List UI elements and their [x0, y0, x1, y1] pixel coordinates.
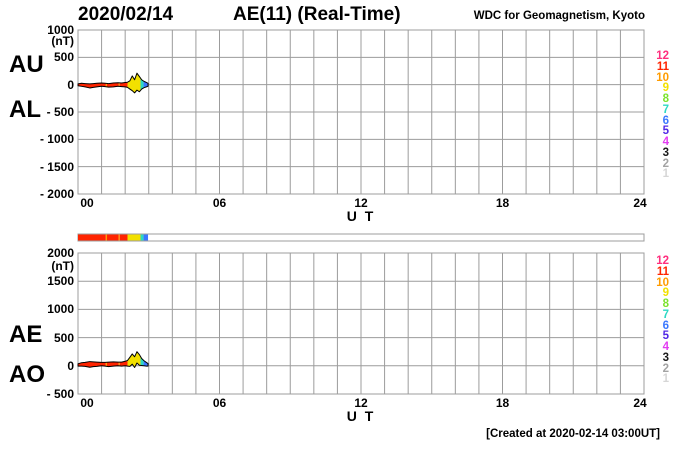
y-tick-label: 2000 [47, 246, 74, 260]
y-tick-label: 1500 [47, 274, 74, 289]
y-tick-label: - 1000 [39, 132, 74, 147]
legend-hour-2: 2 [662, 157, 669, 170]
availability-segment [105, 234, 108, 241]
availability-segment [119, 234, 128, 241]
y-tick-label: 1000 [47, 302, 74, 317]
availability-segment [143, 234, 149, 241]
plot-date: 2020/02/14 [78, 4, 174, 25]
x-tick-label: 00 [80, 396, 94, 410]
x-tick-label: 06 [212, 396, 227, 410]
legend-hour-11: 11 [656, 60, 669, 73]
x-tick-label: 06 [212, 196, 227, 210]
legend-hour-12: 12 [656, 50, 669, 62]
legend-hour-7: 7 [662, 308, 669, 321]
legend-hour-9: 9 [662, 287, 669, 300]
label-al: AL [9, 96, 41, 123]
legend-hour-7: 7 [662, 103, 669, 116]
y-tick-label: - 1500 [39, 159, 74, 174]
legend-hour-11: 11 [656, 265, 669, 278]
y-tick-label: - 2000 [39, 187, 74, 201]
x-tick-label: 12 [354, 396, 368, 410]
x-tick-label: 18 [495, 196, 510, 210]
legend-hour-4: 4 [662, 341, 669, 353]
availability-segment [107, 234, 119, 241]
y-tick-label: 500 [53, 50, 74, 65]
availability-segment [118, 234, 120, 241]
wdc-credit: WDC for Geomagnetism, Kyoto [473, 10, 645, 22]
legend-hour-4: 4 [662, 136, 669, 148]
y-axis-unit: (nT) [51, 34, 74, 48]
x-tick-label: 24 [633, 396, 647, 410]
legend-hour-1: 1 [662, 373, 669, 386]
x-axis-title: U T [346, 408, 376, 424]
x-tick-label: 12 [354, 196, 368, 210]
label-ao: AO [9, 361, 45, 388]
y-tick-label: 500 [53, 330, 74, 345]
legend-hour-8: 8 [662, 93, 669, 105]
x-tick-label: 24 [633, 196, 647, 210]
legend-hour-5: 5 [662, 125, 669, 138]
plot-title: AE(11) (Real-Time) [233, 4, 401, 25]
availability-segment [78, 234, 106, 241]
created-timestamp: [Created at 2020-02-14 03:00UT] [486, 428, 660, 440]
legend-hour-2: 2 [662, 362, 669, 375]
availability-segment [127, 234, 141, 241]
legend-hour-10: 10 [656, 276, 669, 289]
x-tick-label: 00 [80, 196, 94, 210]
y-tick-label: 0 [67, 358, 74, 373]
legend-hour-6: 6 [662, 114, 669, 127]
x-tick-label: 18 [495, 396, 510, 410]
y-axis-unit: (nT) [51, 259, 74, 273]
legend-hour-9: 9 [662, 82, 669, 95]
label-au: AU [9, 51, 44, 78]
availability-segment [140, 234, 144, 241]
legend-hour-10: 10 [656, 71, 669, 84]
y-tick-label: 1000 [47, 23, 74, 37]
y-tick-label: 0 [67, 77, 74, 92]
label-ae: AE [9, 321, 43, 348]
legend-hour-5: 5 [662, 330, 669, 343]
legend-hour-3: 3 [662, 146, 669, 159]
legend-hour-6: 6 [662, 319, 669, 332]
x-axis-title: U T [346, 208, 376, 224]
legend-hour-1: 1 [662, 168, 669, 181]
legend-hour-8: 8 [662, 298, 669, 310]
legend-hour-3: 3 [662, 351, 669, 364]
y-tick-label: - 500 [46, 387, 74, 401]
legend-hour-12: 12 [656, 255, 669, 267]
y-tick-label: - 500 [46, 105, 74, 119]
